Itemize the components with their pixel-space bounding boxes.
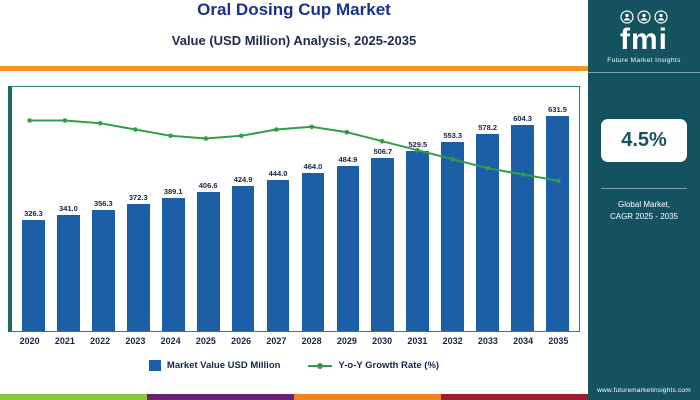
bar-value-label: 484.9	[338, 154, 358, 164]
cagr-stat-badge: 4.5%	[601, 119, 687, 162]
bar	[266, 179, 290, 331]
bar-slot: 341.0	[51, 204, 86, 331]
bar-slot: 424.9	[226, 175, 261, 331]
bar-value-label: 553.3	[443, 131, 463, 141]
bottom-accent-stripe	[0, 394, 588, 400]
people-icons	[596, 10, 692, 24]
x-axis-label: 2024	[160, 336, 181, 346]
bar-value-label: 341.0	[59, 203, 78, 213]
stat-caption-line1: Global Market,	[617, 200, 671, 209]
legend-item-market-value: Market Value USD Million	[148, 360, 281, 371]
bar	[301, 172, 325, 331]
x-axis-label: 2028	[301, 336, 322, 346]
bar-slot: 553.3	[435, 131, 470, 331]
bar-value-label: 444.0	[268, 168, 288, 178]
x-axis-label: 2031	[407, 336, 428, 346]
legend-label: Y-o-Y Growth Rate (%)	[338, 360, 440, 371]
bar-value-label: 326.3	[24, 208, 43, 218]
bar-slot: 372.3	[121, 193, 156, 331]
bar	[231, 186, 255, 331]
fmi-logo: fmi Future Market Insights	[588, 0, 700, 73]
orange-divider	[0, 66, 588, 71]
bar-value-label: 372.3	[128, 193, 148, 203]
website-link[interactable]: www.futuremarketinsights.com	[597, 387, 691, 394]
bar	[336, 165, 360, 331]
bar	[196, 192, 220, 331]
bar-value-label: 506.7	[373, 147, 393, 157]
bar-value-label: 529.5	[408, 139, 428, 149]
x-axis-label: 2022	[90, 336, 111, 346]
bar-value-label: 389.1	[163, 187, 183, 197]
x-axis-label: 2029	[336, 336, 357, 346]
bar-value-label: 631.5	[548, 104, 567, 114]
x-axis-label: 2034	[513, 336, 534, 346]
bar	[57, 214, 80, 331]
x-axis-label: 2035	[548, 336, 569, 346]
logo-text: fmi	[620, 23, 668, 56]
bar-slot: 464.0	[296, 162, 331, 331]
x-axis-label: 2026	[231, 336, 252, 346]
x-axis-label: 2023	[125, 336, 146, 346]
bar	[546, 115, 569, 331]
logo-caption: Future Market Insights	[607, 57, 681, 64]
bar	[22, 219, 45, 331]
bar-slot: 326.3	[16, 209, 51, 331]
legend-item-growth-rate: Y-o-Y Growth Rate (%)	[308, 360, 439, 371]
bar-slot: 529.5	[400, 139, 435, 331]
page-title: Oral Dosing Cup Market	[197, 0, 391, 19]
bar-slot: 356.3	[86, 199, 121, 331]
bar-slot: 631.5	[540, 105, 575, 331]
bar-value-label: 604.3	[513, 114, 532, 123]
bar	[511, 125, 534, 331]
x-axis-label: 2033	[477, 336, 498, 346]
x-axis-label: 2025	[195, 336, 216, 346]
bar-slot: 604.3	[505, 114, 540, 331]
bar	[406, 150, 430, 331]
x-axis-label: 2027	[266, 336, 287, 346]
bar	[476, 133, 499, 331]
bars-row: 326.3 341.0 356.3 372.3 389.1 406.6 424.9 444.0…	[12, 87, 579, 331]
x-axis-label: 2021	[54, 336, 75, 346]
bar-swatch-icon	[148, 360, 161, 371]
cagr-stat-caption: Global Market, CAGR 2025 - 2035	[601, 188, 687, 223]
bar-slot: 484.9	[330, 155, 365, 331]
x-axis: 2020 2021 2022 2023 2024 2025 2026 2027 2028 2029…	[8, 336, 580, 346]
bar-value-label: 464.0	[303, 161, 323, 171]
chart-area: 326.3 341.0 356.3 372.3 389.1 406.6 424.9 444.0…	[8, 86, 580, 332]
bar-slot: 506.7	[365, 147, 400, 331]
chart-legend: Market Value USD Million Y-o-Y Growth Ra…	[0, 360, 588, 371]
x-axis-label: 2030	[372, 336, 393, 346]
bar	[91, 209, 115, 331]
bar-value-label: 356.3	[93, 198, 113, 208]
page-subtitle: Value (USD Million) Analysis, 2025-2035	[171, 33, 417, 48]
bar	[126, 204, 150, 331]
stat-caption-line2: CAGR 2025 - 2035	[609, 212, 679, 221]
legend-label: Market Value USD Million	[166, 360, 281, 371]
bar-value-label: 578.2	[478, 122, 498, 132]
bar-value-label: 424.9	[233, 175, 253, 185]
brand-sidebar: fmi Future Market Insights 4.5% Global M…	[588, 0, 700, 400]
line-swatch-icon	[308, 361, 333, 371]
bar	[441, 142, 465, 331]
bar-slot: 389.1	[156, 187, 191, 331]
bar-slot: 444.0	[261, 169, 296, 331]
bar	[161, 198, 185, 331]
x-axis-label: 2020	[19, 336, 40, 346]
x-axis-label: 2032	[442, 336, 463, 346]
bar-value-label: 406.6	[198, 181, 218, 191]
bar-slot: 578.2	[470, 123, 505, 331]
bar-slot: 406.6	[191, 181, 226, 331]
bar	[371, 158, 395, 331]
